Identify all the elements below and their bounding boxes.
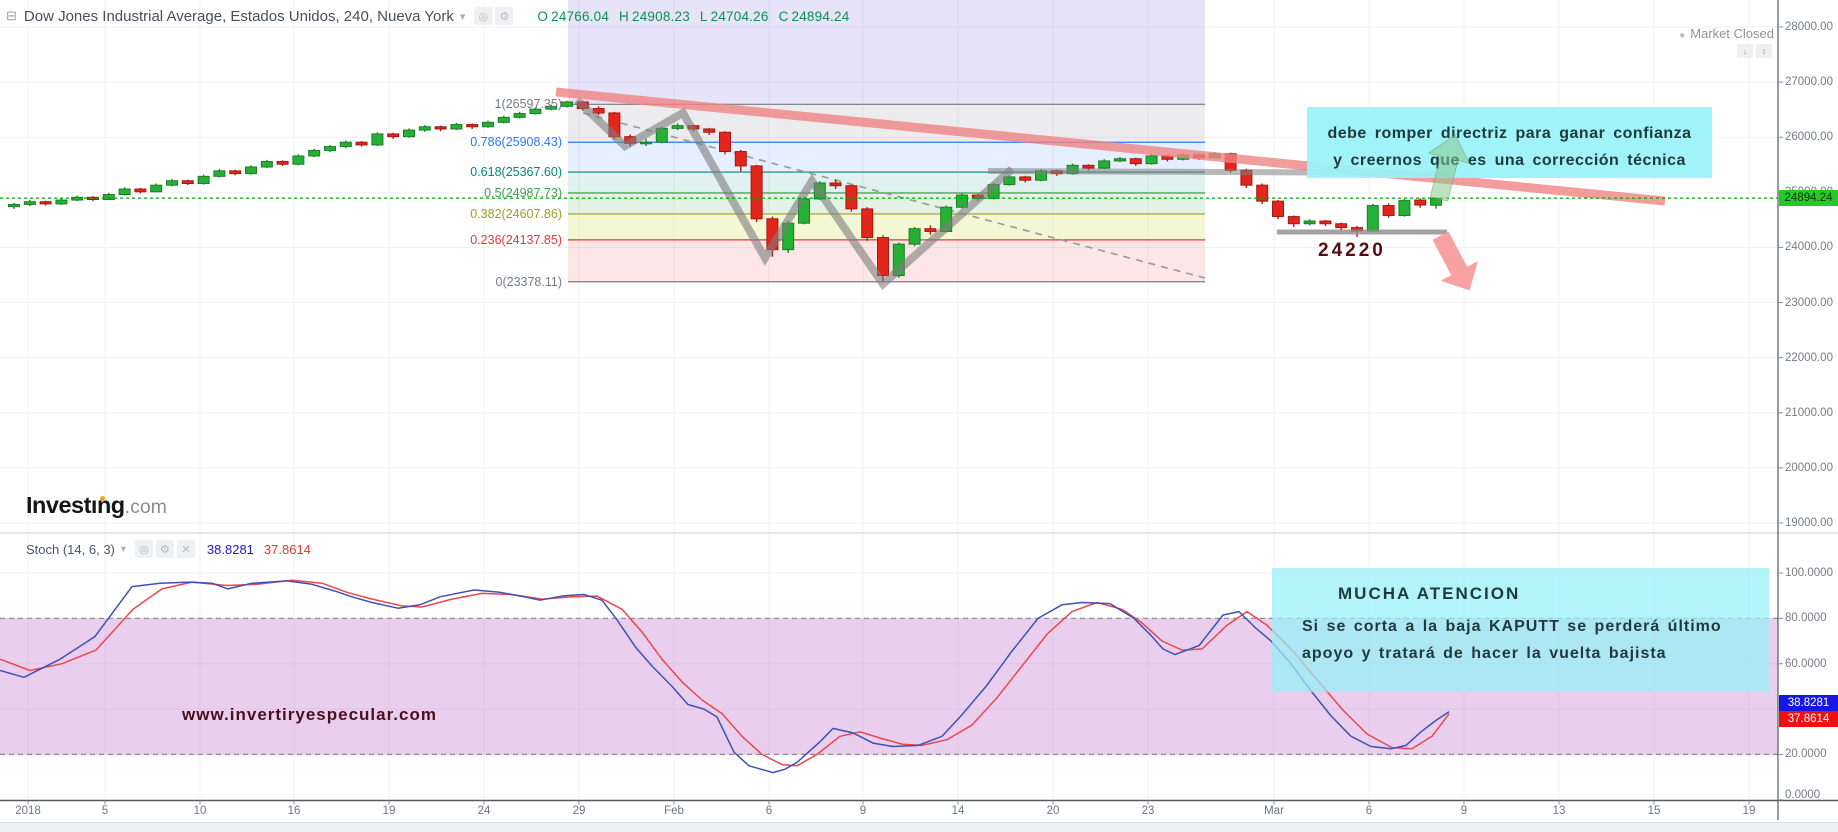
stoch-axis-label: 80.0000 <box>1785 612 1827 625</box>
time-axis-label: 24 <box>477 805 491 817</box>
stoch-d-value: 37.8614 <box>263 541 311 557</box>
scroll-down-button[interactable]: ↓ <box>1737 44 1753 58</box>
open-value: 24766.04 <box>551 8 610 24</box>
time-axis-label: 29 <box>572 805 586 817</box>
stoch-axis-label: 20.0000 <box>1785 748 1827 761</box>
open-label: O <box>537 8 549 24</box>
site-watermark: www.invertiryespecular.com <box>182 705 437 724</box>
annotation-line: debe romper directriz para ganar confian… <box>1327 125 1692 142</box>
market-status-text: Market Closed <box>1690 26 1774 41</box>
investing-logo-text: Investıng <box>26 492 125 518</box>
price-axis-label: 27000.00 <box>1785 76 1833 89</box>
annotation-line: apoyo y tratará de hacer la vuelta bajis… <box>1302 645 1667 662</box>
price-axis-label: 28000.00 <box>1785 21 1833 33</box>
time-axis-label: 6 <box>765 805 773 817</box>
time-axis-label: 15 <box>1647 805 1661 817</box>
fib-level-label: 0.786(25908.43) <box>470 135 562 150</box>
stoch-axis-label: 0.0000 <box>1785 789 1821 802</box>
annotation-box-stoch[interactable]: MUCHA ATENCION Si se corta a la baja KAP… <box>1272 568 1769 692</box>
time-axis-label: Feb <box>664 805 684 817</box>
fib-level-label: 0(23378.11) <box>495 274 563 289</box>
chevron-down-icon[interactable]: ▾ <box>459 10 466 23</box>
investing-logo-dot <box>100 496 105 501</box>
close-value: 24894.24 <box>791 8 850 24</box>
collapse-icon[interactable]: ⊟ <box>6 8 17 23</box>
gear-icon[interactable]: ⚙ <box>155 540 174 558</box>
price-axis-label: 26000.00 <box>1785 131 1833 144</box>
auto-scale-button[interactable]: ↕ <box>1756 44 1772 58</box>
eye-icon[interactable]: ◎ <box>474 7 493 25</box>
price-axis-label: 23000.00 <box>1785 296 1833 309</box>
scale-buttons: ↓ ↕ <box>1737 44 1772 58</box>
stoch-axis-label: 60.0000 <box>1785 657 1827 670</box>
stoch-k-value: 38.8281 <box>206 541 254 557</box>
time-axis-label: 14 <box>951 805 965 817</box>
ohlc-values: O 24766.04 H 24908.23 L 24704.26 C 24894.24 <box>527 9 849 24</box>
stoch-k-chip: 38.8281 <box>1779 695 1838 711</box>
time-axis-label: 6 <box>1365 805 1373 817</box>
fib-level-label: 1(26597.35) <box>494 97 562 112</box>
time-axis-label: 5 <box>101 805 109 817</box>
symbol-header: ⊟ Dow Jones Industrial Average, Estados … <box>6 7 849 25</box>
symbol-title[interactable]: Dow Jones Industrial Average, Estados Un… <box>23 7 454 25</box>
support-price-label[interactable]: 24220 <box>1318 240 1386 261</box>
price-axis-label: 21000.00 <box>1785 406 1833 419</box>
price-axis-label: 24000.00 <box>1785 241 1833 254</box>
time-axis-label: 2018 <box>15 805 41 817</box>
last-price-chip: 24894.24 <box>1779 190 1838 206</box>
stoch-d-line <box>0 579 1450 767</box>
stoch-d-chip: 37.8614 <box>1779 711 1838 727</box>
price-axis-label: 20000.00 <box>1785 461 1833 474</box>
time-axis-label: 19 <box>382 805 396 817</box>
low-value: 24704.26 <box>710 8 769 24</box>
pink-down-arrow[interactable] <box>1420 225 1490 301</box>
stoch-k-line <box>0 580 1450 774</box>
time-axis-label: 9 <box>1460 805 1468 817</box>
investing-logo-suffix: .com <box>124 496 167 518</box>
close-label: C <box>778 8 789 24</box>
low-label: L <box>699 8 708 24</box>
price-axis-label: 19000.00 <box>1785 517 1833 529</box>
fib-level-label: 0.5(24987.73) <box>484 186 562 200</box>
eye-icon[interactable]: ◎ <box>134 540 153 558</box>
fib-level-label: 0.236(24137.85) <box>470 232 562 247</box>
fib-level-label: 0.618(25367.60) <box>470 165 562 180</box>
time-axis-label: 23 <box>1141 805 1155 817</box>
market-status: ● Market Closed <box>1679 26 1774 41</box>
high-label: H <box>619 8 629 24</box>
chevron-down-icon[interactable]: ▾ <box>120 543 126 555</box>
bottom-toolbar-strip <box>0 822 1838 832</box>
annotation-box-trendline[interactable]: debe romper directriz para ganar confian… <box>1307 107 1712 178</box>
time-axis-label: 13 <box>1552 805 1566 817</box>
status-dot-icon: ● <box>1679 30 1686 41</box>
time-axis-label: Mar <box>1264 805 1284 817</box>
investing-logo: Investıng.com <box>26 492 167 519</box>
stoch-axis-label: 100.0000 <box>1785 567 1833 579</box>
time-axis-label: 20 <box>1046 805 1060 817</box>
high-value: 24908.23 <box>632 8 690 24</box>
close-icon[interactable]: ✕ <box>176 540 195 558</box>
time-axis-label: 19 <box>1742 805 1756 817</box>
time-axis-label: 16 <box>287 805 301 817</box>
annotation-line: Si se corta a la baja KAPUTT se perderá … <box>1302 618 1722 635</box>
fib-level-label: 0.382(24607.86) <box>470 206 562 221</box>
annotation-line: y creernos que es una corrección técnica <box>1333 152 1686 169</box>
stoch-title[interactable]: Stoch (14, 6, 3) <box>26 541 115 557</box>
stoch-header: Stoch (14, 6, 3) ▾ ◎ ⚙ ✕ 38.8281 37.8614 <box>26 540 311 558</box>
gear-icon[interactable]: ⚙ <box>495 7 514 25</box>
time-axis-label: 9 <box>859 805 867 817</box>
green-up-arrow[interactable] <box>1417 129 1478 204</box>
annotation-title: MUCHA ATENCION <box>1338 584 1521 603</box>
price-axis-label: 22000.00 <box>1785 351 1833 364</box>
time-axis-label: 10 <box>193 805 207 817</box>
